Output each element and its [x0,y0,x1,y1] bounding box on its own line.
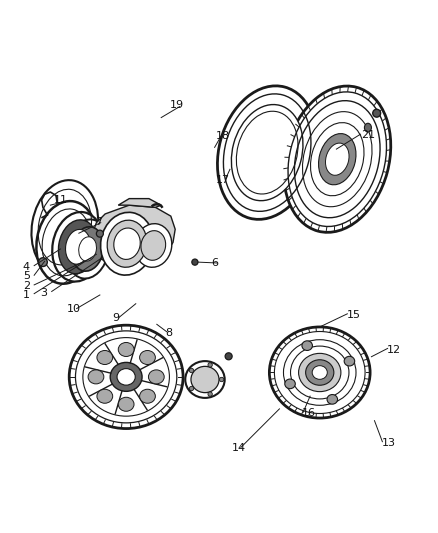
Text: 3: 3 [40,288,47,298]
Polygon shape [92,205,175,266]
Ellipse shape [140,351,155,365]
Ellipse shape [318,134,356,185]
Ellipse shape [191,366,219,393]
Ellipse shape [285,379,295,389]
Circle shape [208,363,212,367]
Circle shape [192,259,198,265]
Ellipse shape [284,86,391,232]
Ellipse shape [107,220,147,267]
Ellipse shape [185,361,225,398]
Ellipse shape [117,369,135,385]
Ellipse shape [118,397,134,411]
Ellipse shape [269,327,370,418]
Ellipse shape [306,360,334,385]
Ellipse shape [66,229,90,264]
Ellipse shape [231,104,303,201]
Ellipse shape [327,394,338,404]
Ellipse shape [302,341,312,351]
Circle shape [225,353,232,360]
Ellipse shape [101,212,153,275]
Text: 8: 8 [165,328,172,338]
Ellipse shape [32,180,98,274]
Ellipse shape [97,351,113,365]
Ellipse shape [217,86,317,220]
Text: 21: 21 [361,130,375,140]
Ellipse shape [97,389,113,403]
Ellipse shape [71,227,104,271]
Ellipse shape [69,325,183,429]
Ellipse shape [88,370,104,384]
Ellipse shape [79,237,96,261]
Ellipse shape [110,362,142,391]
Ellipse shape [364,123,371,132]
Text: 6: 6 [211,258,218,268]
Ellipse shape [114,228,140,260]
Circle shape [189,368,194,373]
Ellipse shape [299,353,341,392]
Text: 17: 17 [216,175,230,185]
Text: 14: 14 [232,443,246,453]
Text: 13: 13 [382,438,396,448]
Circle shape [373,109,381,117]
Text: 12: 12 [387,345,401,355]
Ellipse shape [141,231,166,260]
Ellipse shape [52,212,104,281]
Circle shape [39,258,47,266]
Ellipse shape [58,220,98,274]
Text: 7: 7 [95,217,102,227]
Text: 1: 1 [23,290,30,300]
Circle shape [219,377,224,382]
Ellipse shape [66,220,109,279]
Text: 18: 18 [216,131,230,141]
Ellipse shape [148,370,164,384]
Ellipse shape [135,224,172,267]
Polygon shape [118,199,161,207]
Ellipse shape [118,343,134,357]
Text: 9: 9 [113,313,120,323]
Ellipse shape [325,143,349,175]
Ellipse shape [140,389,155,403]
Text: 15: 15 [347,310,361,320]
Text: 19: 19 [170,100,184,110]
Text: 16: 16 [302,408,316,418]
Circle shape [96,230,103,237]
Text: 2: 2 [23,281,30,291]
Text: 10: 10 [67,304,81,314]
Ellipse shape [312,366,327,379]
Ellipse shape [36,201,97,284]
Ellipse shape [344,357,355,366]
Circle shape [208,392,212,396]
Text: 11: 11 [54,195,68,205]
Text: 4: 4 [23,262,30,271]
Circle shape [189,386,194,391]
Ellipse shape [283,340,356,405]
Text: 5: 5 [23,271,30,281]
